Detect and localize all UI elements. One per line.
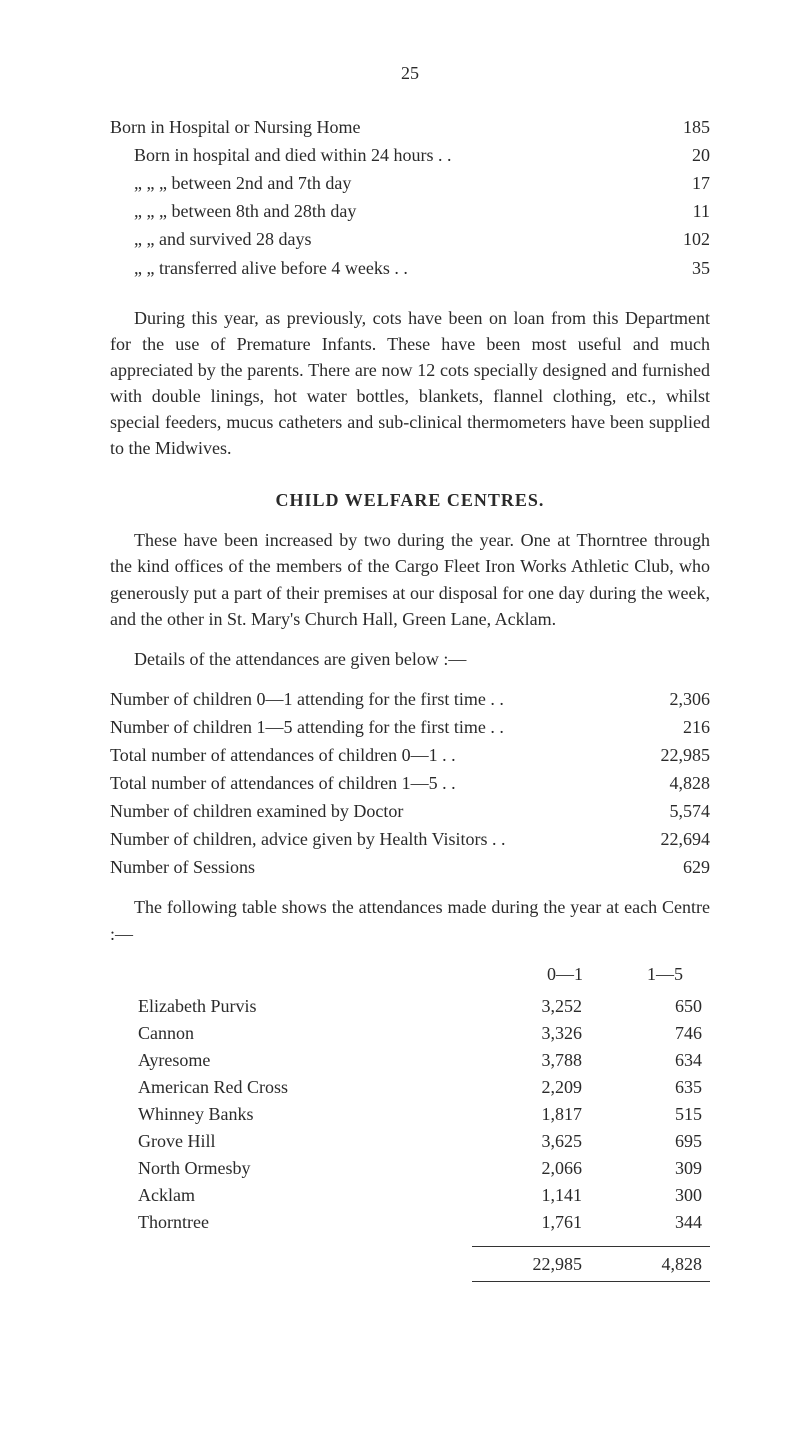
hospital-sub-label: „ „ „ between 2nd and 7th day: [134, 170, 660, 196]
table-cell: 515: [612, 1101, 710, 1127]
table-row: Acklam 1,141 300: [110, 1182, 710, 1208]
table-centre-name: Whinney Banks: [110, 1101, 472, 1127]
hospital-sub-value: 35: [660, 255, 710, 281]
page-number: 25: [110, 60, 710, 86]
table-total-c1: 22,985: [472, 1246, 612, 1282]
stats-label: Number of children, advice given by Heal…: [110, 826, 630, 852]
table-row: American Red Cross 2,209 635: [110, 1074, 710, 1100]
hospital-sub-label: „ „ and survived 28 days: [134, 226, 660, 252]
stats-label: Total number of attendances of children …: [110, 742, 630, 768]
table-centre-name: Ayresome: [110, 1047, 472, 1073]
table-total-c2: 4,828: [612, 1246, 710, 1282]
hospital-sub-line: „ „ transferred alive before 4 weeks . .…: [110, 255, 710, 281]
stats-label: Number of children 1—5 attending for the…: [110, 714, 630, 740]
table-centre-name: American Red Cross: [110, 1074, 472, 1100]
table-cell: 300: [612, 1182, 710, 1208]
table-row: Elizabeth Purvis 3,252 650: [110, 993, 710, 1019]
stats-value: 22,694: [630, 826, 710, 852]
table-header-col2: 1—5: [620, 961, 710, 987]
section-title: CHILD WELFARE CENTRES.: [110, 487, 710, 513]
table-cell: 634: [612, 1047, 710, 1073]
table-cell: 3,252: [472, 993, 612, 1019]
stats-label: Total number of attendances of children …: [110, 770, 630, 796]
stats-value: 22,985: [630, 742, 710, 768]
hospital-sub-value: 20: [660, 142, 710, 168]
table-totals: 22,985 4,828: [110, 1246, 710, 1282]
details-line: Details of the attendances are given bel…: [110, 646, 710, 672]
attendance-table: 0—1 1—5 Elizabeth Purvis 3,252 650 Canno…: [110, 961, 710, 1282]
hospital-sub-value: 102: [660, 226, 710, 252]
stats-line: Number of Sessions 629: [110, 854, 710, 880]
table-centre-name: Acklam: [110, 1182, 472, 1208]
table-row: Cannon 3,326 746: [110, 1020, 710, 1046]
hospital-sub-line: „ „ and survived 28 days 102: [110, 226, 710, 252]
stats-value: 4,828: [630, 770, 710, 796]
table-cell: 635: [612, 1074, 710, 1100]
table-header-spacer: [110, 961, 510, 987]
hospital-sub-value: 17: [660, 170, 710, 196]
table-centre-name: Grove Hill: [110, 1128, 472, 1154]
hospital-main-value: 185: [660, 114, 710, 140]
table-cell: 1,141: [472, 1182, 612, 1208]
table-row: Ayresome 3,788 634: [110, 1047, 710, 1073]
table-row: Thorntree 1,761 344: [110, 1209, 710, 1235]
table-centre-name: Thorntree: [110, 1209, 472, 1235]
table-centre-name: Elizabeth Purvis: [110, 993, 472, 1019]
stats-label: Number of children examined by Doctor: [110, 798, 630, 824]
stats-value: 2,306: [630, 686, 710, 712]
table-cell: 695: [612, 1128, 710, 1154]
table-header-col1: 0—1: [510, 961, 620, 987]
stats-line: Number of children 0—1 attending for the…: [110, 686, 710, 712]
table-totals-spacer: [110, 1246, 472, 1282]
hospital-sub-value: 11: [660, 198, 710, 224]
table-cell: 746: [612, 1020, 710, 1046]
stats-label: Number of Sessions: [110, 854, 630, 880]
table-header: 0—1 1—5: [110, 961, 710, 987]
stats-block: Number of children 0—1 attending for the…: [110, 686, 710, 881]
table-cell: 3,326: [472, 1020, 612, 1046]
table-cell: 650: [612, 993, 710, 1019]
stats-value: 216: [630, 714, 710, 740]
stats-line: Number of children examined by Doctor 5,…: [110, 798, 710, 824]
table-cell: 2,209: [472, 1074, 612, 1100]
hospital-block: Born in Hospital or Nursing Home 185 Bor…: [110, 114, 710, 281]
hospital-main-line: Born in Hospital or Nursing Home 185: [110, 114, 710, 140]
table-centre-name: North Ormesby: [110, 1155, 472, 1181]
stats-value: 629: [630, 854, 710, 880]
stats-line: Total number of attendances of children …: [110, 742, 710, 768]
hospital-sub-line: Born in hospital and died within 24 hour…: [110, 142, 710, 168]
table-row: North Ormesby 2,066 309: [110, 1155, 710, 1181]
stats-line: Number of children, advice given by Heal…: [110, 826, 710, 852]
stats-value: 5,574: [630, 798, 710, 824]
table-cell: 3,788: [472, 1047, 612, 1073]
paragraph-cots: During this year, as previously, cots ha…: [110, 305, 710, 462]
table-centre-name: Cannon: [110, 1020, 472, 1046]
table-cell: 2,066: [472, 1155, 612, 1181]
stats-line: Number of children 1—5 attending for the…: [110, 714, 710, 740]
table-cell: 1,817: [472, 1101, 612, 1127]
hospital-sub-line: „ „ „ between 2nd and 7th day 17: [110, 170, 710, 196]
stats-label: Number of children 0—1 attending for the…: [110, 686, 630, 712]
table-row: Grove Hill 3,625 695: [110, 1128, 710, 1154]
hospital-sub-label: „ „ „ between 8th and 28th day: [134, 198, 660, 224]
hospital-sub-label: „ „ transferred alive before 4 weeks . .: [134, 255, 660, 281]
paragraph-table-intro: The following table shows the attendance…: [110, 894, 710, 946]
table-row: Whinney Banks 1,817 515: [110, 1101, 710, 1127]
stats-line: Total number of attendances of children …: [110, 770, 710, 796]
table-cell: 344: [612, 1209, 710, 1235]
paragraph-centres: These have been increased by two during …: [110, 527, 710, 631]
table-cell: 309: [612, 1155, 710, 1181]
hospital-sub-line: „ „ „ between 8th and 28th day 11: [110, 198, 710, 224]
hospital-sub-label: Born in hospital and died within 24 hour…: [134, 142, 660, 168]
hospital-main-label: Born in Hospital or Nursing Home: [110, 114, 660, 140]
table-cell: 1,761: [472, 1209, 612, 1235]
table-cell: 3,625: [472, 1128, 612, 1154]
